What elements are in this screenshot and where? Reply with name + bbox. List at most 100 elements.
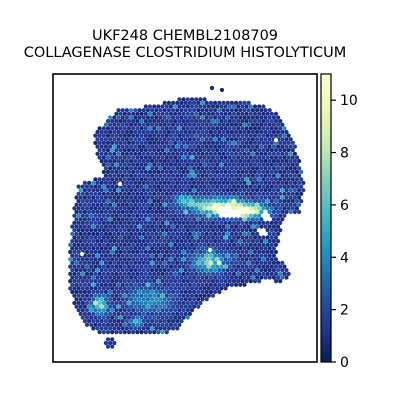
tissue-spot bbox=[257, 206, 262, 211]
tissue-spot bbox=[181, 177, 186, 182]
tissue-spot bbox=[84, 264, 90, 269]
tissue-spot bbox=[160, 235, 165, 240]
tissue-spot bbox=[276, 268, 281, 273]
tissue-spot bbox=[200, 297, 205, 302]
tissue-spot bbox=[229, 195, 234, 200]
tissue-spot bbox=[84, 228, 90, 233]
tissue-spot bbox=[122, 177, 127, 182]
tissue-spot bbox=[68, 249, 73, 255]
tissue-spot bbox=[288, 166, 293, 171]
tissue-spot bbox=[189, 199, 195, 204]
tissue-spot bbox=[177, 286, 182, 291]
tissue-spot bbox=[185, 279, 190, 284]
tissue-spot bbox=[156, 126, 161, 131]
tissue-spot bbox=[110, 191, 115, 196]
tissue-spot bbox=[120, 137, 125, 142]
tissue-spot bbox=[204, 209, 209, 215]
tissue-spot bbox=[196, 304, 201, 309]
tissue-spot bbox=[139, 133, 144, 138]
tissue-spot bbox=[269, 126, 274, 131]
tissue-spot bbox=[133, 180, 138, 185]
tissue-spot bbox=[152, 133, 157, 138]
tissue-spot bbox=[147, 271, 153, 276]
tissue-spot bbox=[122, 162, 127, 167]
tissue-spot bbox=[135, 249, 140, 255]
tissue-spot bbox=[171, 151, 176, 156]
tissue-spot bbox=[173, 308, 178, 313]
tissue-spot bbox=[238, 122, 243, 127]
tissue-spot bbox=[105, 206, 111, 211]
tissue-spot bbox=[103, 151, 108, 156]
tissue-spot bbox=[210, 133, 216, 138]
tissue-spot bbox=[112, 239, 117, 244]
tissue-spot bbox=[215, 213, 220, 218]
tissue-spot bbox=[278, 228, 283, 233]
tissue-spot bbox=[217, 129, 222, 135]
tissue-spot bbox=[158, 260, 163, 265]
tissue-spot bbox=[192, 253, 197, 258]
tissue-spot bbox=[116, 151, 121, 156]
tissue-spot bbox=[290, 162, 295, 167]
tissue-spot bbox=[244, 191, 249, 196]
tissue-spot bbox=[238, 108, 243, 113]
tissue-spot bbox=[248, 104, 253, 109]
tissue-spot bbox=[129, 188, 134, 193]
tissue-spot bbox=[162, 326, 167, 331]
tissue-spot bbox=[202, 184, 207, 189]
tissue-spot bbox=[68, 242, 73, 247]
tissue-spot bbox=[255, 151, 260, 156]
tissue-spot bbox=[156, 213, 161, 218]
tissue-spot bbox=[133, 282, 138, 287]
tissue-spot bbox=[238, 137, 243, 142]
tissue-spot bbox=[183, 202, 188, 207]
tissue-spot bbox=[95, 195, 100, 200]
tissue-spot bbox=[246, 108, 251, 113]
tissue-spot bbox=[202, 279, 207, 284]
tissue-spot bbox=[143, 111, 148, 116]
tissue-spot bbox=[168, 286, 174, 291]
tissue-spot bbox=[150, 122, 155, 127]
tissue-spot bbox=[183, 231, 188, 236]
tissue-spot bbox=[80, 264, 85, 269]
tissue-spot bbox=[217, 217, 222, 222]
tissue-spot bbox=[261, 162, 266, 167]
tissue-spot bbox=[91, 311, 96, 316]
tissue-spot bbox=[282, 140, 287, 145]
tissue-spot bbox=[105, 249, 111, 255]
tissue-spot bbox=[91, 209, 96, 215]
tissue-spot bbox=[80, 220, 85, 225]
tissue-spot bbox=[131, 126, 136, 131]
tissue-spot bbox=[152, 271, 157, 276]
tissue-spot bbox=[160, 177, 165, 182]
tissue-spot bbox=[250, 209, 255, 215]
tissue-spot bbox=[215, 199, 220, 204]
tissue-spot bbox=[135, 242, 140, 247]
tissue-spot bbox=[234, 129, 239, 135]
tissue-spot bbox=[89, 184, 94, 189]
tissue-spot bbox=[112, 340, 117, 346]
tissue-spot bbox=[269, 242, 274, 247]
tissue-spot bbox=[297, 173, 302, 178]
tissue-spot bbox=[133, 326, 138, 331]
tissue-spot bbox=[240, 184, 245, 189]
tissue-spot bbox=[267, 275, 272, 280]
tissue-spot bbox=[156, 242, 161, 247]
tissue-spot bbox=[213, 253, 218, 258]
tissue-spot bbox=[177, 315, 182, 320]
tissue-spot bbox=[236, 133, 241, 138]
tissue-spot bbox=[139, 191, 144, 196]
tissue-spot bbox=[110, 344, 115, 349]
tissue-spot bbox=[150, 159, 155, 164]
tissue-spot bbox=[82, 217, 87, 222]
tissue-spot bbox=[204, 231, 209, 236]
tissue-spot bbox=[82, 231, 87, 236]
tissue-spot bbox=[213, 268, 218, 273]
tissue-spot bbox=[76, 213, 81, 218]
tissue-spot bbox=[234, 180, 239, 185]
tissue-spot bbox=[236, 184, 241, 189]
tissue-spot bbox=[229, 100, 234, 105]
tissue-spot bbox=[166, 144, 171, 149]
tissue-spot bbox=[278, 177, 283, 182]
tissue-spot bbox=[120, 326, 125, 331]
tissue-spot bbox=[114, 184, 119, 189]
